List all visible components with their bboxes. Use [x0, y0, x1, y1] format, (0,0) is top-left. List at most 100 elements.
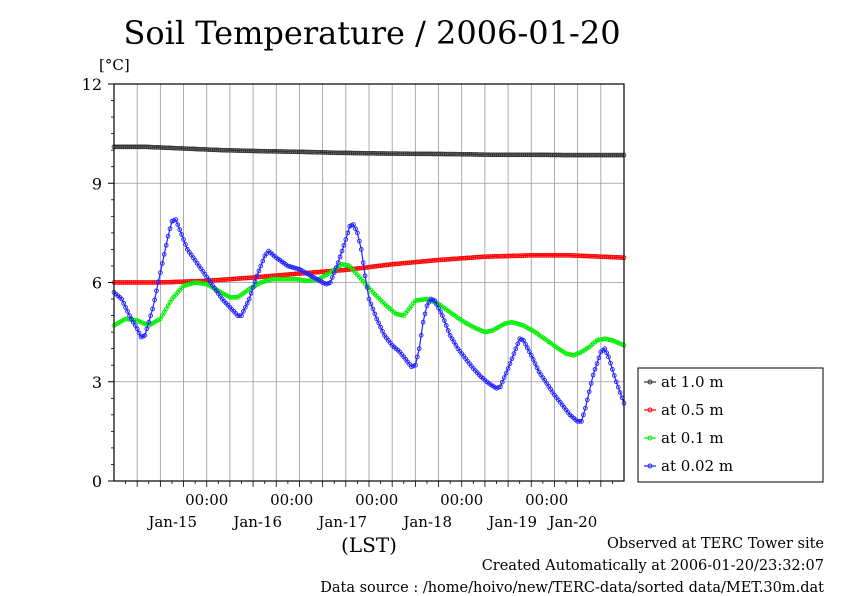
data-point: [362, 273, 368, 279]
legend-swatch-marker: [647, 463, 653, 469]
data-point: [440, 313, 445, 318]
data-point: [519, 322, 524, 328]
data-point: [453, 343, 459, 348]
data-point: [368, 301, 374, 307]
data-point: [144, 326, 150, 332]
data-point: [239, 313, 244, 318]
data-point: [345, 230, 351, 236]
data-point: [513, 346, 519, 352]
data-point: [127, 313, 132, 318]
data-point: [167, 226, 173, 232]
data-point: [422, 311, 428, 317]
data-point: [358, 247, 364, 252]
data-point: [163, 306, 169, 312]
y-axis: 0 3 6 9 12: [82, 75, 114, 491]
data-point: [142, 333, 148, 338]
x-tick-time-label: 00:00: [185, 491, 228, 509]
legend-swatch-marker: [647, 407, 653, 413]
data-point: [501, 375, 507, 380]
data-point: [130, 319, 136, 325]
data-point: [243, 304, 248, 310]
data-point: [596, 355, 602, 361]
data-point: [183, 242, 188, 247]
data-point: [356, 238, 362, 244]
data-point: [414, 354, 420, 360]
data-point: [167, 300, 173, 305]
data-point: [237, 313, 242, 318]
data-point: [424, 303, 430, 309]
legend: at 1.0 m at 0.5 m at 0.1 m at 0.02 m: [637, 367, 824, 483]
data-point: [610, 366, 615, 372]
data-point: [376, 320, 382, 326]
data-point: [577, 419, 582, 424]
y-tick-label: 3: [92, 373, 102, 392]
data-point: [364, 285, 370, 290]
data-point: [579, 419, 584, 424]
data-point: [592, 366, 598, 372]
data-point: [438, 309, 443, 315]
data-point: [129, 316, 134, 322]
data-point: [583, 405, 588, 411]
data-point: [343, 237, 349, 242]
data-point: [441, 318, 447, 323]
data-point: [351, 222, 356, 227]
legend-entry-label: at 1.0 m: [661, 373, 724, 391]
data-point: [416, 346, 422, 352]
data-point: [119, 296, 125, 302]
data-point: [173, 217, 179, 222]
legend-swatch-marker: [647, 435, 653, 441]
data-point: [146, 319, 152, 325]
data-point: [159, 313, 165, 318]
data-point: [246, 296, 252, 302]
data-point: [179, 232, 184, 237]
data-point: [594, 361, 600, 366]
data-point: [241, 309, 246, 314]
data-point: [161, 309, 167, 315]
data-point: [339, 248, 345, 254]
legend-box: [637, 367, 824, 483]
data-point: [447, 333, 453, 338]
data-point: [254, 273, 260, 279]
data-point: [426, 300, 432, 305]
data-point: [503, 370, 509, 376]
data-point: [158, 270, 163, 275]
data-point: [256, 268, 262, 274]
y-tick-label: 6: [92, 274, 102, 293]
chart-title: Soil Temperature / 2006-01-20: [123, 14, 621, 52]
data-point: [154, 288, 159, 294]
data-point: [608, 360, 613, 366]
data-point: [250, 285, 256, 290]
data-point: [331, 270, 337, 275]
x-tick-time-label: 00:00: [270, 491, 313, 509]
data-point: [165, 233, 171, 239]
data-point: [125, 309, 130, 314]
data-point: [525, 345, 530, 351]
data-point: [123, 304, 128, 310]
data-point: [372, 311, 378, 317]
x-axis-label: (LST): [341, 533, 397, 557]
data-point: [611, 373, 617, 378]
data-point: [515, 341, 521, 347]
data-point: [432, 298, 438, 304]
data-point: [443, 323, 449, 328]
data-point: [134, 326, 140, 332]
data-point: [590, 372, 596, 378]
data-point: [258, 263, 264, 269]
data-point: [413, 362, 418, 368]
data-point: [177, 227, 183, 232]
data-point: [121, 300, 127, 306]
data-point: [526, 349, 532, 354]
data-point: [248, 290, 254, 296]
data-point: [528, 352, 534, 358]
x-tick-date-label: Jan-15: [146, 513, 197, 531]
data-point: [615, 384, 621, 390]
x-tick-date-label: Jan-19: [486, 513, 537, 531]
data-point: [420, 319, 426, 325]
data-point: [505, 366, 511, 371]
data-point: [329, 275, 335, 280]
legend-swatch-marker: [647, 379, 653, 385]
data-point: [335, 260, 341, 266]
data-point: [378, 324, 383, 330]
data-point: [337, 254, 343, 260]
